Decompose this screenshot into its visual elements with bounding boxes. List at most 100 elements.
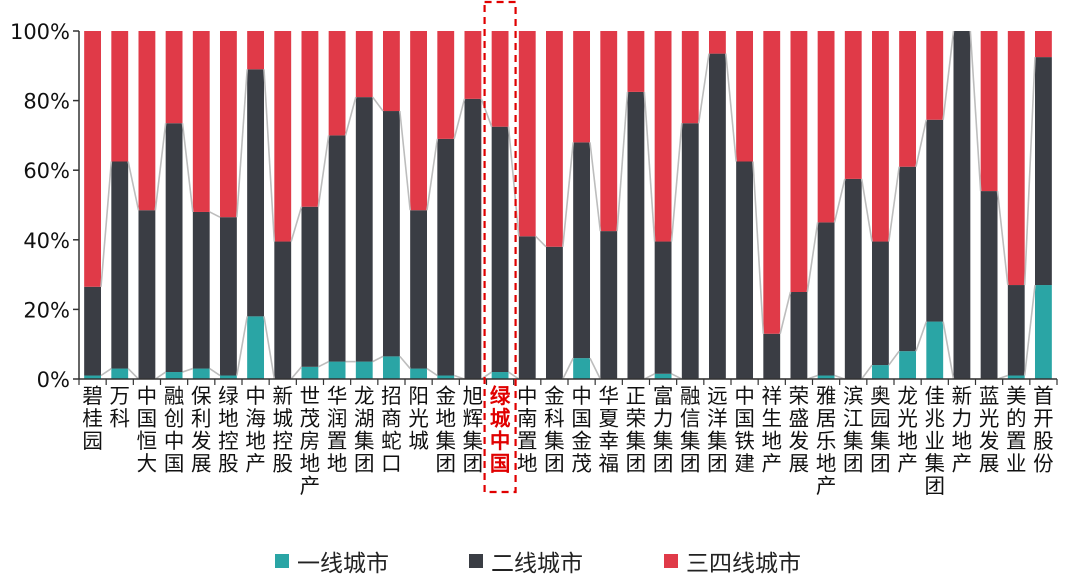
legend-label: 一线城市	[297, 551, 389, 577]
connector-line	[589, 357, 602, 380]
connector-line	[426, 138, 439, 211]
bar-segment	[654, 373, 672, 379]
legend-label: 三四线城市	[686, 551, 801, 577]
bar-segment	[219, 375, 237, 379]
connector-line	[263, 69, 276, 242]
y-tick-label: 0%	[37, 368, 70, 392]
connector-line	[236, 316, 248, 376]
connector-line	[290, 206, 303, 242]
category-label: 蓝光发展	[979, 384, 1000, 476]
highlight-box	[483, 0, 517, 494]
bar-segment	[138, 210, 156, 379]
bar-segment	[219, 217, 237, 376]
bar-segment	[545, 31, 563, 247]
connector-line	[154, 123, 167, 211]
legend-swatch	[275, 554, 289, 568]
category-label: 佳兆业集团	[925, 384, 946, 498]
bar-segment	[736, 161, 754, 379]
connector-line	[915, 119, 928, 167]
category-label: 世茂房地产	[300, 384, 321, 498]
connector-line	[670, 123, 683, 242]
bar-segment	[274, 241, 292, 379]
bar-segment	[573, 142, 591, 359]
y-tick-label: 60%	[23, 159, 70, 183]
bar-segment	[111, 161, 129, 369]
bar-segment	[410, 210, 428, 369]
connector-line	[1023, 284, 1036, 376]
connector-line	[154, 371, 167, 380]
bar-segment	[437, 138, 455, 376]
y-tick-label: 80%	[23, 90, 70, 114]
bar-segment	[1034, 31, 1052, 58]
connector-line	[127, 161, 140, 211]
connector-line	[915, 321, 928, 352]
category-label: 富力集团	[653, 384, 674, 476]
bar-segment	[165, 372, 183, 379]
connector-line	[480, 98, 493, 127]
connector-line	[942, 30, 955, 120]
bar-segment	[301, 366, 319, 379]
bar-segment	[1007, 285, 1025, 376]
category-label: 中国恒大	[137, 384, 158, 476]
y-tick-label: 100%	[10, 20, 70, 44]
legend-swatch	[469, 554, 483, 568]
connector-line	[399, 355, 411, 370]
bar-segment	[301, 31, 319, 207]
category-label: 美的置业	[1006, 384, 1027, 476]
connector-line	[969, 30, 982, 192]
connector-line	[344, 96, 357, 136]
bar-segment	[573, 31, 591, 143]
connector-line	[562, 142, 574, 247]
category-label: 滨江集团	[843, 384, 864, 476]
connector-line	[399, 110, 411, 211]
bar-segment	[899, 31, 917, 167]
bar-segment	[545, 246, 563, 379]
y-tick-label: 20%	[23, 298, 70, 322]
category-label: 祥生地产	[762, 384, 783, 476]
bar-segment	[871, 241, 889, 366]
bar-segment	[573, 358, 591, 379]
connector-line	[426, 367, 438, 377]
bar-segment	[464, 31, 482, 99]
bar-segment	[355, 31, 373, 98]
connector-line	[317, 135, 330, 207]
bar-segment	[763, 333, 781, 379]
connector-line	[643, 91, 656, 242]
category-label: 万科	[110, 384, 131, 431]
category-label: 融信集团	[680, 384, 701, 476]
category-label: 金科集团	[544, 384, 565, 476]
connector-line	[317, 360, 330, 368]
legend-label: 二线城市	[491, 551, 583, 577]
category-label: 金地集团	[436, 384, 457, 476]
bar-segment	[518, 31, 536, 237]
bar-segment	[600, 31, 618, 232]
connector-line	[236, 69, 248, 218]
category-label: 绿地控股	[218, 384, 239, 476]
bar-segment	[708, 53, 726, 380]
connector-line	[209, 367, 221, 377]
bar-segment	[1007, 31, 1025, 286]
category-label: 旭辉集团	[463, 384, 484, 476]
bar-segment	[1007, 375, 1025, 379]
connector-line	[127, 367, 140, 380]
category-label: 中海地产	[245, 384, 266, 476]
bar-segment	[736, 31, 754, 162]
connector-line	[833, 178, 846, 223]
bar-segment	[247, 316, 265, 379]
bar-segment	[926, 321, 944, 379]
legend-swatch	[664, 554, 678, 568]
bar-segment	[111, 31, 129, 162]
bar-segment	[899, 351, 917, 379]
connector-line	[535, 235, 547, 248]
bar-segment	[328, 31, 346, 136]
category-label: 保利发展	[191, 384, 212, 476]
bar-segment	[355, 97, 373, 362]
category-label: 龙光地产	[897, 384, 918, 476]
connector-line	[290, 366, 303, 380]
bar-segment	[138, 31, 156, 211]
bar-segment	[410, 31, 428, 211]
connector-line	[100, 161, 113, 287]
category-label: 龙湖集团	[354, 384, 375, 476]
category-label: 华润置地	[327, 384, 348, 476]
connector-line	[779, 291, 792, 334]
